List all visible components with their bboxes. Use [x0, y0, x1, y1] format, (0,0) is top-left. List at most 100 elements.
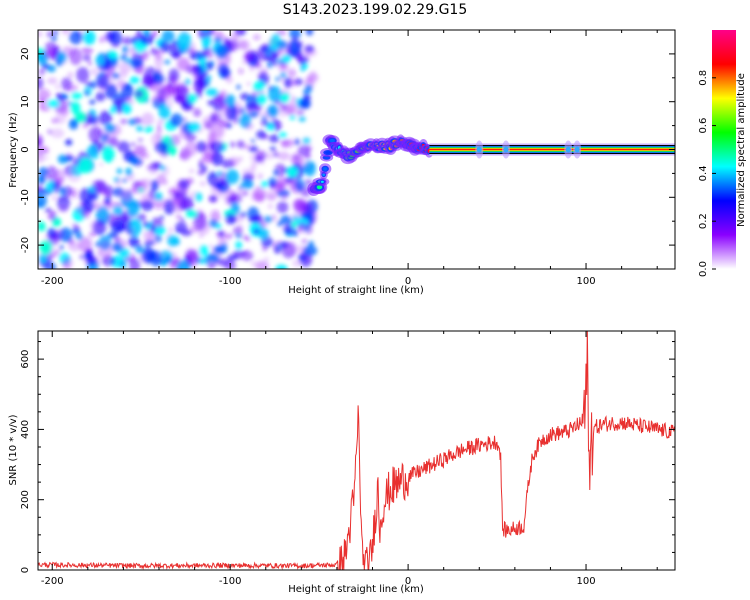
- noise-blob: [170, 113, 183, 127]
- noise-blob: [170, 74, 177, 81]
- noise-blob: [44, 207, 52, 213]
- noise-blob: [208, 30, 216, 36]
- noise-blob: [185, 78, 191, 85]
- noise-blob: [261, 134, 269, 140]
- noise-blob: [57, 52, 67, 63]
- noise-blob: [266, 62, 272, 69]
- noise-blob: [111, 242, 123, 253]
- noise-blob: [249, 64, 255, 72]
- noise-blob: [46, 77, 58, 85]
- noise-blob: [206, 253, 219, 262]
- noise-blob: [156, 251, 167, 258]
- noise-blob: [95, 241, 100, 248]
- noise-blob: [276, 201, 289, 214]
- noise-blob: [86, 145, 98, 159]
- spectrogram-x-ticks: -200 -100 0 100: [41, 30, 658, 287]
- noise-blob: [202, 47, 215, 59]
- noise-blob: [74, 206, 81, 214]
- noise-blob: [273, 241, 285, 252]
- noise-blob: [104, 123, 116, 133]
- noise-blob: [291, 222, 298, 227]
- noise-blob: [272, 61, 278, 67]
- noise-blob: [246, 101, 261, 119]
- noise-blob: [75, 232, 83, 240]
- noise-blob: [141, 246, 155, 264]
- noise-blob: [300, 161, 310, 167]
- noise-blob: [67, 170, 81, 183]
- noise-blob: [84, 249, 93, 260]
- noise-blob: [192, 71, 201, 79]
- noise-blob: [38, 146, 50, 155]
- noise-blob: [159, 215, 164, 220]
- noise-blob: [255, 260, 269, 269]
- noise-blob: [267, 85, 274, 91]
- noise-blob: [69, 30, 83, 45]
- x-tick-label: -200: [41, 576, 64, 587]
- noise-blob: [62, 255, 73, 269]
- noise-blob: [302, 137, 311, 144]
- noise-blob: [45, 262, 52, 269]
- noise-blob: [39, 240, 52, 255]
- noise-blob: [123, 53, 128, 58]
- noise-blob: [271, 214, 277, 222]
- noise-blob: [195, 141, 207, 153]
- noise-blob: [105, 83, 118, 99]
- noise-blob: [219, 104, 232, 118]
- noise-blob: [151, 94, 164, 103]
- noise-blob: [142, 221, 150, 228]
- noise-blob: [171, 195, 185, 213]
- noise-blob: [213, 31, 225, 41]
- noise-blob: [166, 99, 173, 109]
- noise-blob: [290, 180, 304, 194]
- noise-blob: [166, 248, 172, 252]
- noise-blob: [186, 251, 198, 268]
- y-tick-label: 10: [20, 95, 31, 108]
- noise-blob: [218, 192, 224, 199]
- noise-blob: [140, 32, 154, 46]
- noise-blob: [250, 139, 256, 143]
- noise-blob: [167, 227, 174, 232]
- noise-blob: [257, 172, 264, 180]
- noise-blob: [208, 194, 218, 203]
- noise-blob: [89, 231, 96, 237]
- x-tick-label: -100: [219, 576, 242, 587]
- noise-blob: [268, 85, 282, 103]
- noise-blob: [239, 39, 250, 51]
- noise-blob: [294, 138, 300, 146]
- colorbar-tick-label: 0.8: [698, 70, 709, 86]
- noise-blob: [142, 49, 150, 58]
- noise-blob: [69, 47, 83, 66]
- noise-blob: [240, 212, 247, 218]
- noise-blob: [304, 224, 313, 234]
- noise-blob: [95, 54, 106, 66]
- track-core: [316, 185, 323, 190]
- noise-blob: [252, 228, 260, 235]
- noise-blob: [38, 69, 46, 75]
- noise-blob: [299, 98, 312, 110]
- noise-blob: [226, 169, 240, 185]
- noise-blob: [216, 139, 225, 148]
- noise-blob: [41, 63, 51, 70]
- noise-blob: [155, 192, 163, 200]
- noise-blob: [268, 181, 276, 189]
- noise-blob: [98, 37, 104, 44]
- noise-blob: [72, 227, 81, 235]
- noise-blob: [302, 44, 314, 57]
- noise-blob: [121, 82, 134, 100]
- noise-blob: [84, 81, 92, 88]
- noise-blob: [48, 210, 57, 222]
- noise-blob: [289, 115, 296, 120]
- snr-y-ticks: 0 200 400 600: [20, 341, 675, 573]
- noise-blob: [68, 118, 79, 130]
- noise-blob: [127, 200, 140, 217]
- noise-blob: [122, 103, 132, 115]
- noise-blob: [175, 214, 182, 219]
- noise-blob: [281, 54, 291, 63]
- noise-blob: [236, 189, 249, 197]
- noise-blob: [166, 79, 171, 82]
- noise-blob: [155, 124, 163, 134]
- noise-blob: [273, 169, 279, 176]
- noise-blob: [216, 229, 226, 239]
- noise-blob: [211, 180, 218, 185]
